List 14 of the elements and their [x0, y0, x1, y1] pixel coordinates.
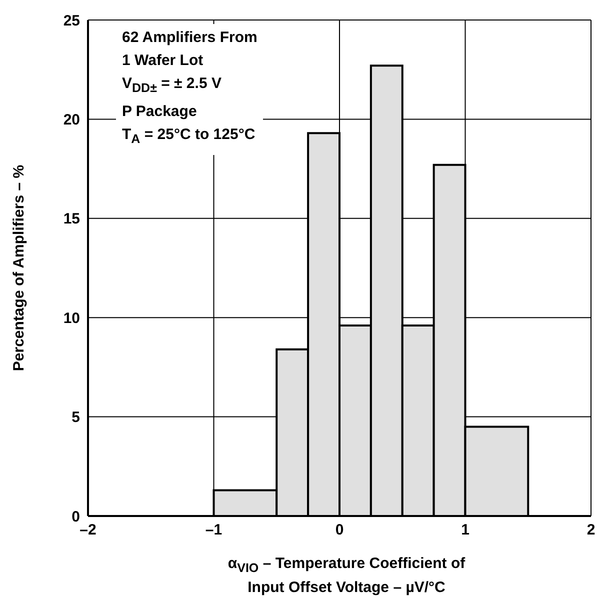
- x-tick-label: 0: [335, 522, 344, 539]
- x-tick-label: 2: [586, 522, 596, 539]
- y-tick-label: 0: [72, 508, 80, 526]
- y-tick-label: 25: [63, 12, 80, 30]
- y-tick-label: 5: [72, 409, 80, 426]
- x-tick-label: –1: [205, 522, 222, 539]
- x-tick-label: 1: [461, 522, 470, 539]
- y-tick-label: 20: [63, 112, 80, 129]
- y-tick-label: 10: [63, 310, 80, 327]
- y-axis-title: Percentage of Amplifiers – %: [10, 164, 28, 372]
- y-tick-label: 15: [63, 210, 80, 228]
- x-tick-label: –2: [80, 522, 96, 539]
- text: 62 Amplifiers From 1 Wafer Lot V$_{DD±}$ = ± 2.5 V P Package T$_{A}$ = 25°C to 125°C: [122, 29, 258, 146]
- x-axis-title: α$_{VIO}$ – Temperature Coefficient of Input Offset Voltage – µV/°C: [226, 554, 466, 598]
